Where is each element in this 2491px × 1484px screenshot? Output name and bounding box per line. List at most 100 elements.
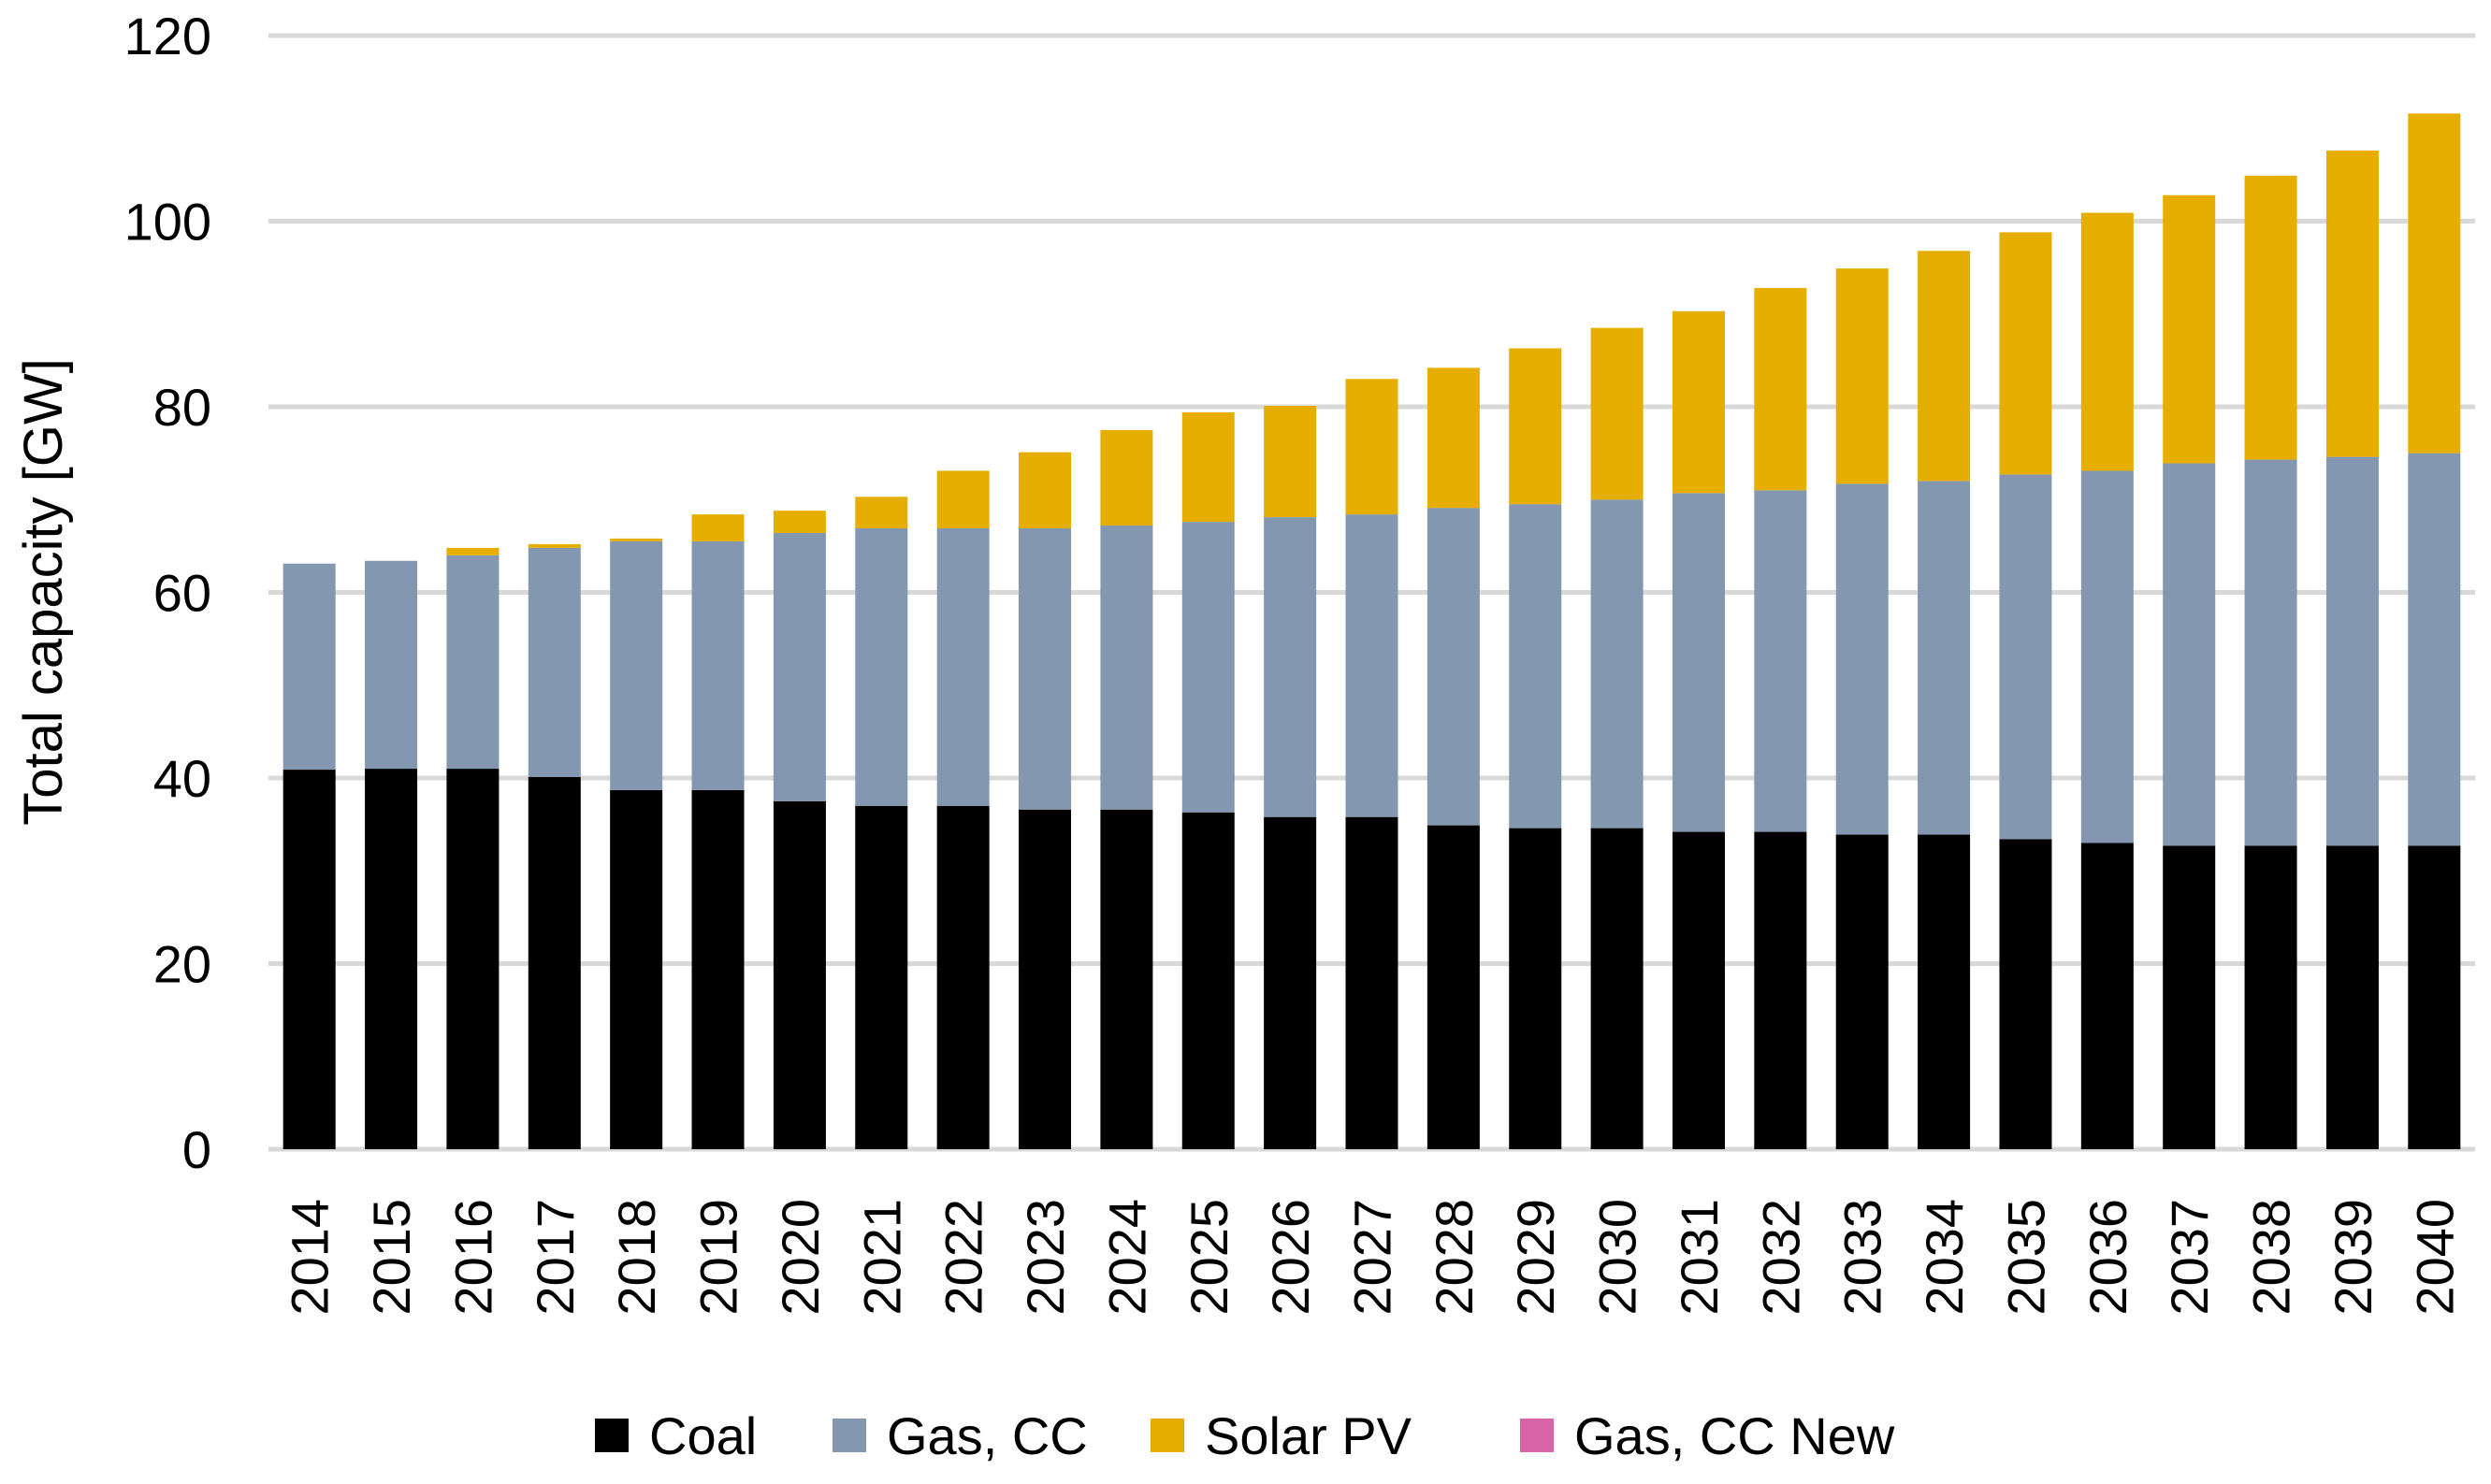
bar-coal-2038: [2244, 845, 2297, 1149]
bar-coal-2029: [1509, 828, 1562, 1149]
bar-coal-2037: [2163, 845, 2216, 1149]
bar-coal-2019: [691, 789, 745, 1149]
legend-swatch: [833, 1419, 866, 1452]
x-tick-label: 2033: [1833, 1199, 1892, 1316]
bar-coal-2014: [282, 770, 336, 1149]
bar-gas-cc-2027: [1345, 514, 1398, 817]
bar-coal-2024: [1100, 809, 1153, 1149]
legend-label: Solar PV: [1205, 1406, 1412, 1465]
y-tick-labels: 0 20 40 60 80 100 120: [124, 7, 211, 1179]
y-tick-label: 40: [153, 749, 211, 808]
bar-solar-pv-2030: [1590, 327, 1644, 500]
bar-coal-2040: [2408, 845, 2461, 1149]
bar-gas-cc-2026: [1264, 517, 1317, 817]
x-tick-label: 2025: [1180, 1199, 1238, 1316]
bar-coal-2039: [2325, 845, 2379, 1149]
x-tick-label: 2036: [2078, 1199, 2137, 1316]
bar-coal-2020: [773, 800, 826, 1149]
legend-label: Gas, CC New: [1574, 1406, 1895, 1465]
bar-gas-cc-2040: [2408, 453, 2461, 846]
bar-coal-2018: [610, 789, 663, 1149]
bar-coal-2021: [855, 805, 908, 1149]
bar-coal-2026: [1264, 816, 1317, 1149]
bar-gas-cc-2022: [936, 528, 990, 806]
bar-solar-pv-2031: [1672, 310, 1725, 494]
bar-coal-2034: [1918, 834, 1971, 1149]
bar-gas-cc-2025: [1181, 522, 1235, 813]
bar-solar-pv-2025: [1181, 411, 1235, 523]
x-tick-label: 2028: [1425, 1199, 1484, 1316]
bar-solar-pv-2032: [1754, 287, 1807, 491]
x-tick-label: 2019: [689, 1199, 748, 1316]
bar-solar-pv-2029: [1509, 348, 1562, 505]
x-tick-label: 2035: [1996, 1199, 2055, 1316]
bar-solar-pv-2033: [1835, 268, 1889, 484]
bar-gas-cc-2019: [691, 540, 745, 790]
y-tick-label: 80: [153, 378, 211, 437]
bar-coal-2022: [936, 805, 990, 1149]
bar-gas-cc-2028: [1427, 508, 1480, 826]
bar-gas-cc-2035: [1999, 474, 2052, 840]
x-tick-label: 2029: [1506, 1199, 1565, 1316]
bar-coal-2023: [1019, 809, 1072, 1149]
bar-gas-cc-2033: [1835, 483, 1889, 835]
bar-gas-cc-2036: [2080, 470, 2134, 843]
bars: [282, 113, 2461, 1149]
bar-coal-2028: [1427, 825, 1480, 1149]
bar-gas-cc-2017: [528, 547, 581, 778]
bar-gas-cc-2037: [2163, 463, 2216, 846]
x-tick-label: 2027: [1343, 1199, 1402, 1316]
legend: Coal Gas, CC Solar PV Gas, CC New: [595, 1406, 1895, 1465]
y-tick-label: 100: [124, 193, 211, 252]
bar-gas-cc-2014: [282, 563, 336, 771]
x-tick-label: 2038: [2242, 1199, 2301, 1316]
x-tick-labels: 2014 2015 2016 2017 2018 2019 2020 2021 2022 2023…: [281, 1199, 2465, 1316]
bar-solar-pv-2040: [2408, 113, 2461, 454]
bar-gas-cc-2034: [1918, 481, 1971, 835]
x-tick-label: 2023: [1016, 1199, 1075, 1316]
x-tick-label: 2032: [1751, 1199, 1810, 1316]
x-tick-label: 2026: [1261, 1199, 1320, 1316]
bar-coal-2017: [528, 777, 581, 1149]
bar-gas-cc-2020: [773, 532, 826, 801]
y-tick-label: 0: [182, 1120, 211, 1179]
x-tick-label: 2039: [2324, 1199, 2382, 1316]
bar-gas-cc-2029: [1509, 504, 1562, 828]
bar-gas-cc-2015: [365, 560, 418, 770]
x-tick-label: 2021: [852, 1199, 911, 1316]
bar-solar-pv-2020: [773, 511, 826, 533]
x-tick-label: 2031: [1670, 1199, 1729, 1316]
bar-solar-pv-2028: [1427, 367, 1480, 509]
bar-coal-2033: [1835, 834, 1889, 1149]
bar-coal-2031: [1672, 831, 1725, 1149]
bar-coal-2015: [365, 769, 418, 1149]
bar-solar-pv-2038: [2244, 175, 2297, 460]
bar-coal-2030: [1590, 828, 1644, 1149]
x-tick-label: 2017: [526, 1199, 585, 1316]
y-tick-label: 120: [124, 7, 211, 65]
bar-coal-2016: [446, 769, 500, 1149]
x-tick-label: 2018: [607, 1199, 666, 1316]
bar-solar-pv-2021: [855, 497, 908, 529]
x-tick-label: 2024: [1097, 1199, 1156, 1316]
bar-gas-cc-2032: [1754, 490, 1807, 832]
bar-solar-pv-2039: [2325, 151, 2379, 457]
x-tick-label: 2022: [934, 1199, 993, 1316]
bar-solar-pv-2035: [1999, 232, 2052, 475]
bar-solar-pv-2018: [610, 538, 663, 541]
x-tick-label: 2015: [362, 1199, 421, 1316]
x-tick-label: 2020: [771, 1199, 830, 1316]
bar-solar-pv-2017: [528, 543, 581, 548]
bar-solar-pv-2034: [1918, 251, 1971, 482]
x-tick-label: 2034: [1915, 1199, 1974, 1316]
bar-gas-cc-2018: [610, 540, 663, 790]
bar-gas-cc-2023: [1019, 528, 1072, 810]
bar-coal-2027: [1345, 816, 1398, 1149]
bar-gas-cc-2039: [2325, 456, 2379, 846]
bar-solar-pv-2016: [446, 547, 500, 555]
legend-swatch: [1520, 1419, 1554, 1452]
bar-gas-cc-2030: [1590, 499, 1644, 828]
bar-coal-2036: [2080, 843, 2134, 1149]
legend-swatch: [595, 1419, 629, 1452]
